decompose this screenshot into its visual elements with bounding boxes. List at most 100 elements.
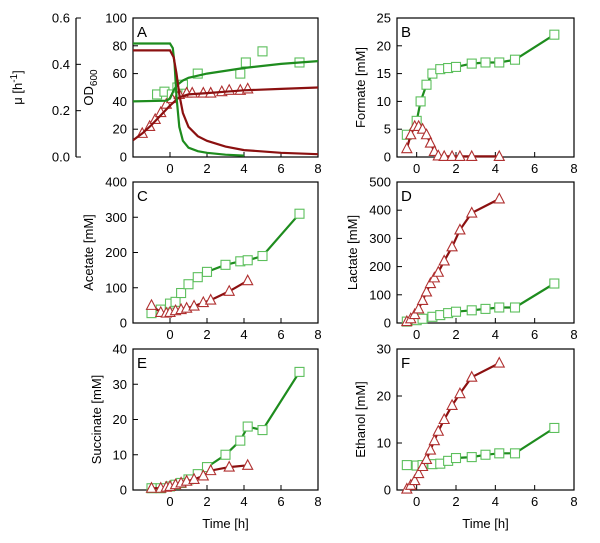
data-point-square-green xyxy=(257,425,268,436)
x-tick-label: 6 xyxy=(531,161,538,176)
x-tick-label: 4 xyxy=(492,494,499,509)
x-tick-label: 0 xyxy=(413,327,420,342)
data-point-triangle-red xyxy=(438,254,451,266)
data-point-square-green xyxy=(294,208,305,219)
data-point-triangle-red xyxy=(438,149,451,161)
y-tick-label: 30 xyxy=(113,377,127,392)
data-point-triangle-red xyxy=(145,298,158,310)
data-point-triangle-red xyxy=(400,141,413,154)
y-tick-label: 10 xyxy=(377,94,391,109)
panel-label: A xyxy=(137,24,147,41)
x-tick-label: 4 xyxy=(240,161,247,176)
plot-frame xyxy=(396,348,575,491)
data-point-square-green xyxy=(549,278,560,289)
data-point-triangle-red xyxy=(204,463,217,476)
secondary-y-axis-label-bracket: ] xyxy=(10,70,25,74)
data-point-triangle-red xyxy=(446,240,458,252)
data-point-square-green xyxy=(176,287,187,299)
data-point-triangle-red xyxy=(438,412,451,425)
x-tick-label: 0 xyxy=(413,494,420,509)
data-point-square-green xyxy=(421,79,432,90)
x-tick-label: 2 xyxy=(203,327,210,342)
y-tick-label: 100 xyxy=(105,11,127,26)
data-point-triangle-red xyxy=(408,473,421,486)
data-point-triangle-red xyxy=(454,149,466,161)
data-point-triangle-red xyxy=(241,458,254,470)
secondary-y-tick-label: 0.0 xyxy=(52,150,70,165)
data-point-square-green xyxy=(242,421,253,432)
data-point-square-green xyxy=(450,306,462,317)
y-axis-label-subscript: 600 xyxy=(89,69,100,86)
y-axis-label-text: Formate [mM] xyxy=(353,47,368,128)
y-tick-label: 500 xyxy=(369,175,391,190)
data-point-triangle-red xyxy=(454,223,466,235)
data-point-triangle-red xyxy=(432,265,445,277)
series-line-growth-rate-red xyxy=(133,49,318,156)
y-tick-label: 30 xyxy=(377,342,391,357)
panel-label: C xyxy=(137,188,148,205)
series-line-fit-red xyxy=(133,86,318,142)
series-line-fit-green xyxy=(133,60,318,103)
data-point-square-green xyxy=(509,54,521,65)
data-point-square-green xyxy=(235,68,246,79)
data-point-triangle-red xyxy=(188,472,200,484)
data-point-square-green xyxy=(235,435,246,446)
data-point-square-green xyxy=(220,449,231,460)
y-tick-label: 400 xyxy=(369,203,391,218)
series-line-growth-rate-green xyxy=(133,42,245,157)
panel-b: 0 2 4 6 8 0 5 10 15 20 25 B Formate [mM] xyxy=(353,11,578,177)
data-point-triangle-red xyxy=(188,299,200,311)
data-point-triangle-red xyxy=(465,149,478,161)
data-point-square-green xyxy=(257,46,268,57)
panel-c: 0 2 4 6 8 0 100 200 300 400 C Acetate [mM] xyxy=(81,175,322,343)
data-point-triangle-red xyxy=(454,386,466,399)
y-tick-label: 0 xyxy=(120,316,127,331)
x-tick-label: 0 xyxy=(166,494,173,509)
data-point-triangle-red xyxy=(493,149,506,161)
data-point-square-green xyxy=(494,448,505,459)
x-axis-label: Time [h] xyxy=(462,516,508,531)
data-point-triangle-red xyxy=(428,271,441,283)
y-tick-label: 400 xyxy=(105,175,127,190)
y-axis-label: Lactate [mM] xyxy=(345,215,360,290)
y-axis-label-text: Lactate [mM] xyxy=(345,215,360,290)
x-tick-label: 2 xyxy=(452,161,459,176)
panel-label: B xyxy=(401,24,411,41)
data-point-square-green xyxy=(480,303,491,314)
data-point-triangle-red xyxy=(493,192,506,204)
data-point-triangle-red xyxy=(420,128,433,140)
y-tick-label: 0 xyxy=(384,150,391,165)
y-tick-label: 20 xyxy=(113,412,127,427)
data-point-square-green xyxy=(509,302,521,313)
data-point-square-green xyxy=(480,449,491,460)
secondary-y-tick-label: 0.6 xyxy=(52,11,70,26)
x-tick-label: 2 xyxy=(203,494,210,509)
panel-d: 0 2 4 6 8 0 100 200 300 400 500 D Lactate [mM] xyxy=(345,175,578,343)
x-tick-label: 8 xyxy=(570,494,577,509)
y-tick-label: 0 xyxy=(384,316,391,331)
data-point-square-green xyxy=(220,259,231,270)
data-point-triangle-red xyxy=(424,443,437,455)
data-point-triangle-red xyxy=(465,206,478,218)
data-point-triangle-red xyxy=(420,452,433,464)
x-tick-label: 2 xyxy=(203,161,210,176)
x-tick-label: 6 xyxy=(277,327,284,342)
data-point-triangle-red xyxy=(412,466,425,479)
data-point-square-green xyxy=(549,422,560,434)
panel-e: 0 2 4 6 8 0 10 20 30 40 E Succinate [mM] Time [h] xyxy=(89,342,322,532)
y-tick-label: 5 xyxy=(384,122,391,137)
data-point-triangle-red xyxy=(416,293,429,305)
secondary-y-tick-label: 0.4 xyxy=(52,57,70,72)
y-tick-label: 15 xyxy=(377,66,391,81)
data-point-triangle-red xyxy=(424,276,437,289)
y-axis-label-text: Acetate [mM] xyxy=(81,214,96,291)
x-tick-label: 4 xyxy=(240,494,247,509)
y-tick-label: 60 xyxy=(113,66,127,81)
x-tick-label: 8 xyxy=(314,327,321,342)
data-point-triangle-red xyxy=(432,424,445,436)
x-tick-label: 0 xyxy=(413,161,420,176)
data-point-square-green xyxy=(201,266,213,277)
y-tick-label: 20 xyxy=(377,389,391,404)
data-point-triangle-red xyxy=(223,83,236,95)
